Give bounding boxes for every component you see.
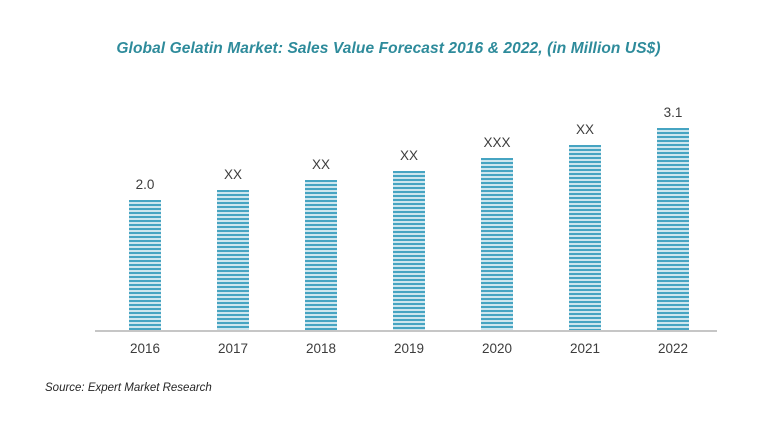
bar-value-label-2022: 3.1 (663, 105, 683, 120)
x-axis-label-2017: 2017 (217, 341, 249, 356)
bar-value-label-2016: 2.0 (135, 177, 155, 192)
bar-2016 (129, 200, 161, 330)
bar-2017 (217, 190, 249, 330)
x-axis-label-2022: 2022 (657, 341, 689, 356)
x-axis-label-2019: 2019 (393, 341, 425, 356)
chart-title: Global Gelatin Market: Sales Value Forec… (116, 40, 661, 57)
source-note: Source: Expert Market Research (45, 382, 212, 394)
x-axis-label-2018: 2018 (305, 341, 337, 356)
bar-value-label-2020: XXX (483, 135, 511, 150)
bar-2019 (393, 171, 425, 330)
x-axis-label-2021: 2021 (569, 341, 601, 356)
x-axis-label-2020: 2020 (481, 341, 513, 356)
bar-value-label-2019: XX (399, 148, 418, 163)
bar-2020 (481, 158, 513, 330)
x-axis-label-2016: 2016 (129, 341, 161, 356)
bar-value-label-2018: XX (311, 157, 330, 172)
bar-value-label-2017: XX (223, 167, 242, 182)
bar-2021 (569, 145, 601, 330)
bar-2022 (657, 128, 689, 330)
x-axis-line (95, 330, 717, 332)
bar-2018 (305, 180, 337, 330)
bar-value-label-2021: XX (575, 122, 594, 137)
